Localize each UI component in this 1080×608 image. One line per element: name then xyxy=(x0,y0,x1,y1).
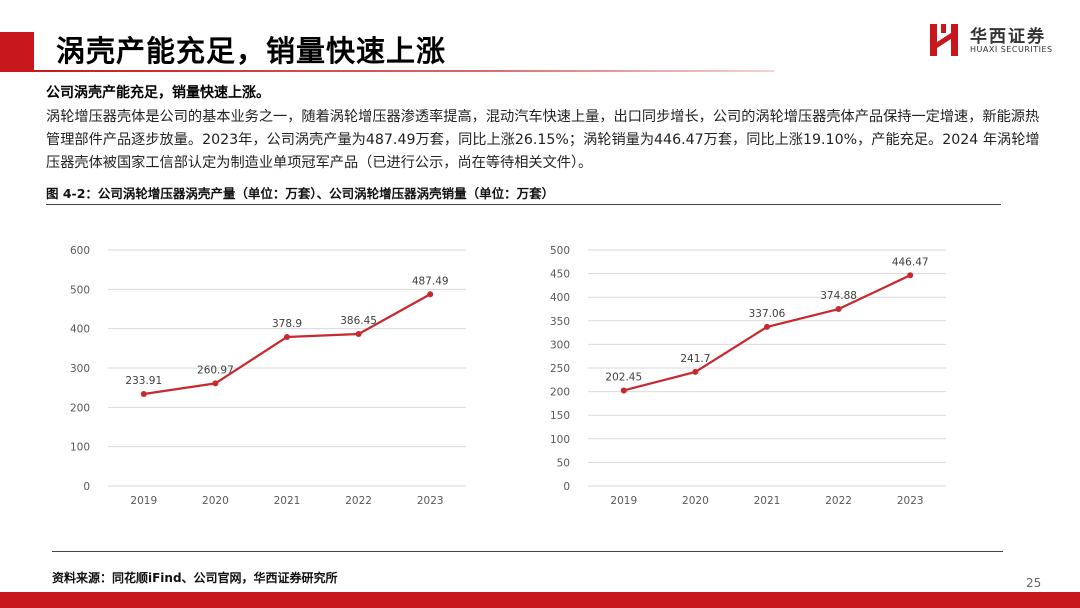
data-label: 233.91 xyxy=(125,375,162,387)
y-tick-label: 200 xyxy=(70,402,90,414)
data-label: 487.49 xyxy=(412,275,449,287)
y-tick-label: 0 xyxy=(563,481,570,493)
data-point xyxy=(835,306,842,313)
company-logo: 华西证券 HUAXI SECURITIES xyxy=(927,22,1067,62)
x-tick-label: 2019 xyxy=(610,495,637,507)
section-subheading: 公司涡壳产能充足，销量快速上涨。 xyxy=(46,85,270,101)
y-tick-label: 400 xyxy=(70,324,90,336)
huaxi-logo-icon xyxy=(930,24,958,56)
y-tick-label: 500 xyxy=(70,284,90,296)
x-tick-label: 2021 xyxy=(754,495,781,507)
y-tick-label: 350 xyxy=(550,316,570,328)
footer-bar xyxy=(0,592,1080,608)
logo-chinese-name: 华西证券 xyxy=(970,27,1046,47)
data-point xyxy=(692,368,699,375)
production-chart: 0 100 200 300 400 500 600 2019 2020 2021 2022 2023 2… xyxy=(46,238,476,518)
data-label: 386.45 xyxy=(340,315,377,327)
title-accent-bar xyxy=(0,32,34,72)
series-line xyxy=(143,293,431,396)
y-tick-label: 400 xyxy=(550,292,570,304)
y-tick-label: 100 xyxy=(70,442,90,454)
production-line-chart: 0 100 200 300 400 500 600 2019 2020 2021 2022 2023 2… xyxy=(70,245,466,507)
data-point xyxy=(427,291,434,298)
x-tick-label: 2020 xyxy=(682,495,709,507)
data-point xyxy=(620,387,627,394)
y-tick-label: 450 xyxy=(550,269,570,281)
y-tick-label: 600 xyxy=(70,245,90,257)
data-point xyxy=(140,390,147,397)
x-tick-label: 2022 xyxy=(345,495,372,507)
data-point xyxy=(212,380,219,387)
series-line xyxy=(623,274,911,392)
y-tick-label: 150 xyxy=(550,410,570,422)
logo-english-name: HUAXI SECURITIES xyxy=(970,45,1053,54)
y-tick-label: 300 xyxy=(70,363,90,375)
x-tick-label: 2023 xyxy=(897,495,924,507)
y-tick-label: 200 xyxy=(550,387,570,399)
data-label: 374.88 xyxy=(820,290,857,302)
data-point xyxy=(764,323,770,330)
y-tick-label: 50 xyxy=(557,457,570,469)
page-title: 涡壳产能充足，销量快速上涨 xyxy=(56,34,447,68)
figure-top-rule xyxy=(46,204,1001,205)
data-point xyxy=(355,330,362,337)
y-tick-label: 0 xyxy=(83,481,90,493)
y-tick-label: 300 xyxy=(550,339,570,351)
x-tick-label: 2022 xyxy=(825,495,852,507)
y-tick-label: 250 xyxy=(550,363,570,375)
data-point xyxy=(907,272,914,279)
sales-chart: 0 50 100 150 200 250 300 350 400 450 500 2019 2020 20… xyxy=(526,238,956,518)
data-label: 446.47 xyxy=(892,256,929,268)
data-label: 202.45 xyxy=(605,371,642,383)
x-tick-label: 2020 xyxy=(202,495,229,507)
figure-caption: 图 4-2：公司涡轮增压器涡壳产量（单位：万套）、公司涡轮增压器涡壳销量（单位：… xyxy=(46,186,555,201)
y-tick-label: 500 xyxy=(550,245,570,257)
data-label: 260.97 xyxy=(197,364,234,376)
x-tick-label: 2021 xyxy=(274,495,301,507)
x-tick-label: 2023 xyxy=(417,495,444,507)
data-label: 378.9 xyxy=(272,318,302,330)
data-point xyxy=(284,333,290,340)
title-underline xyxy=(34,70,774,72)
x-tick-label: 2019 xyxy=(130,495,157,507)
data-label: 241.7 xyxy=(680,353,710,365)
data-label: 337.06 xyxy=(749,308,786,320)
body-paragraph: 涡轮增压器壳体是公司的基本业务之一，随着涡轮增压器渗透率提高，混动汽车快速上量，… xyxy=(46,109,1040,171)
y-tick-label: 100 xyxy=(550,434,570,446)
source-note: 资料来源：同花顺iFind、公司官网，华西证券研究所 xyxy=(52,571,338,585)
sales-line-chart: 0 50 100 150 200 250 300 350 400 450 500 2019 2020 20… xyxy=(550,245,946,507)
figure-bottom-rule xyxy=(52,551,1003,552)
page-number: 25 xyxy=(1026,576,1042,590)
